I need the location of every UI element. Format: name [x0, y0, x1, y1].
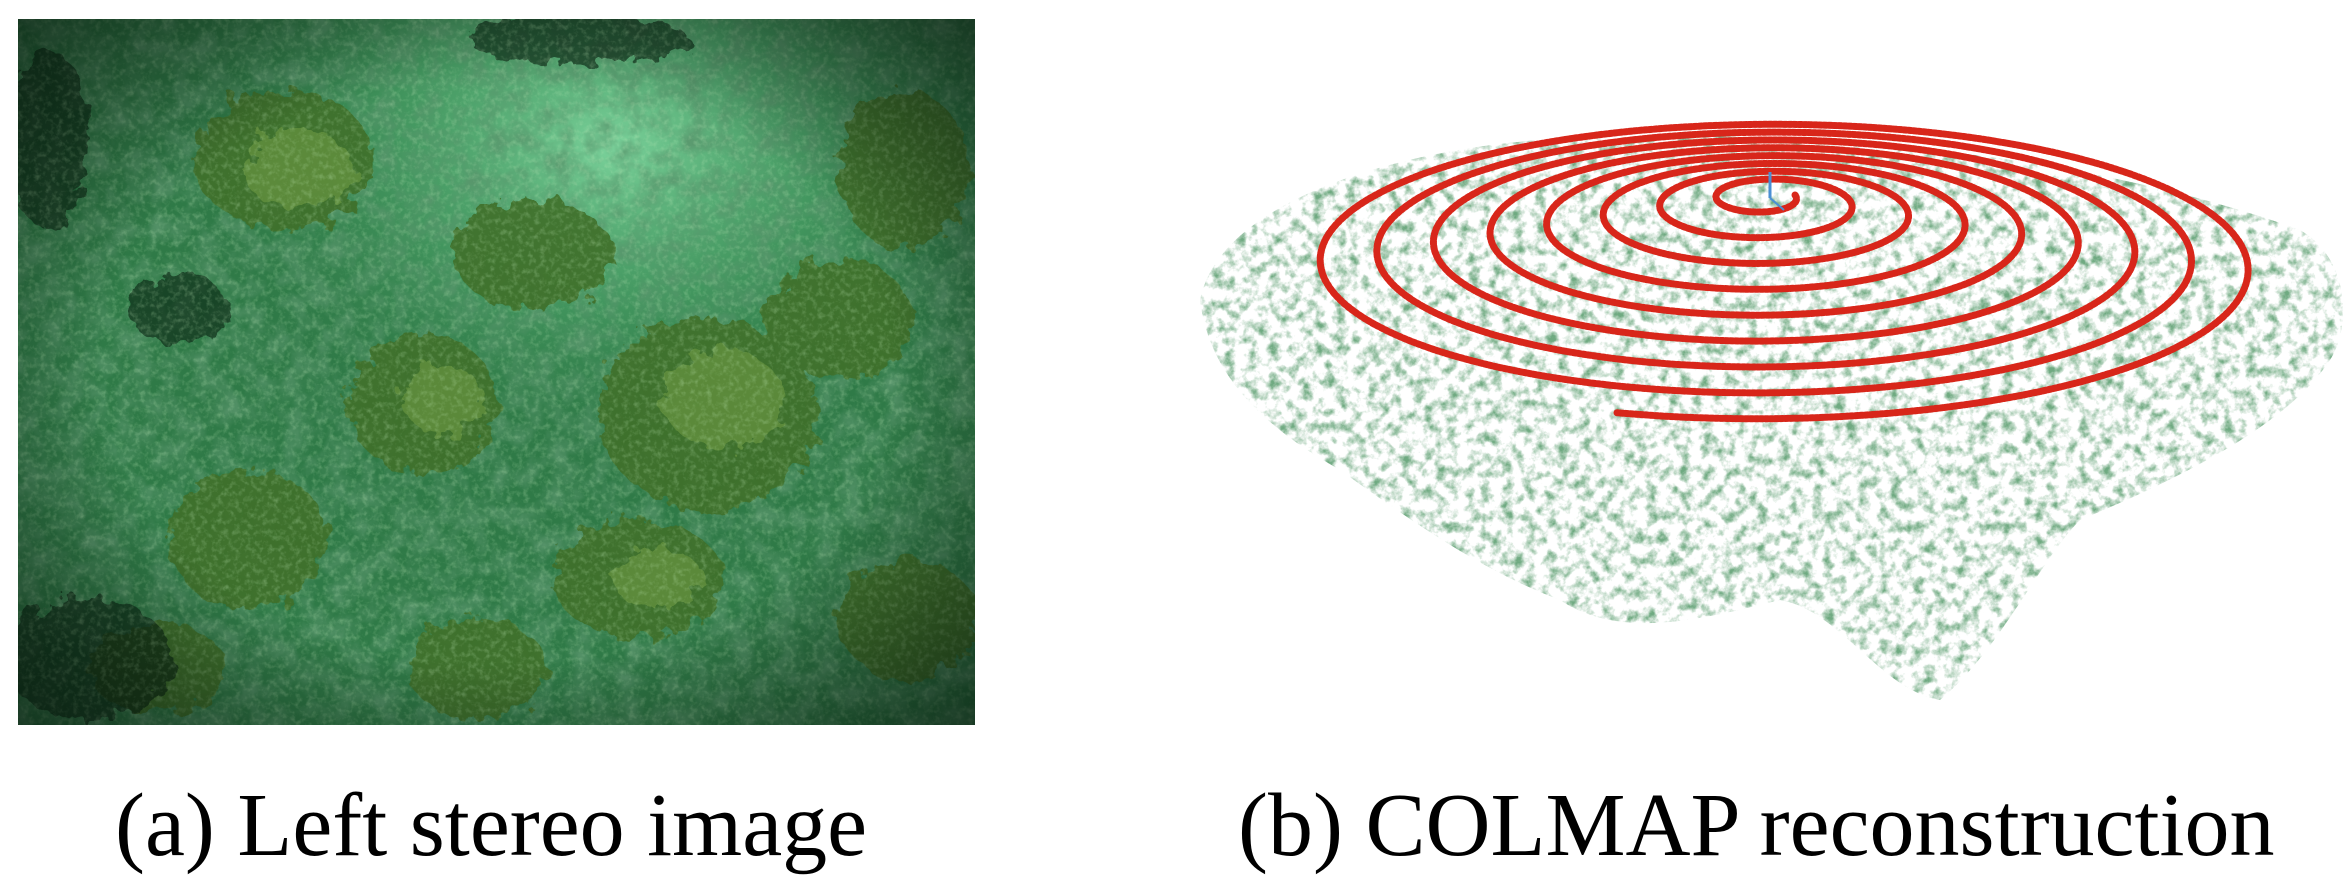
point-cloud-render — [1200, 120, 2344, 700]
underwater-photo — [18, 19, 975, 725]
trajectory-path — [1316, 120, 2252, 423]
origin-axes-icon — [1768, 172, 1785, 211]
camera-trajectory-spiral — [1316, 120, 2252, 423]
left-stereo-image — [18, 19, 975, 725]
colmap-reconstruction — [1180, 0, 2352, 720]
caption-colmap-reconstruction: (b) COLMAP reconstruction — [1238, 776, 2275, 875]
caption-left-stereo-image: (a) Left stereo image — [115, 776, 868, 875]
